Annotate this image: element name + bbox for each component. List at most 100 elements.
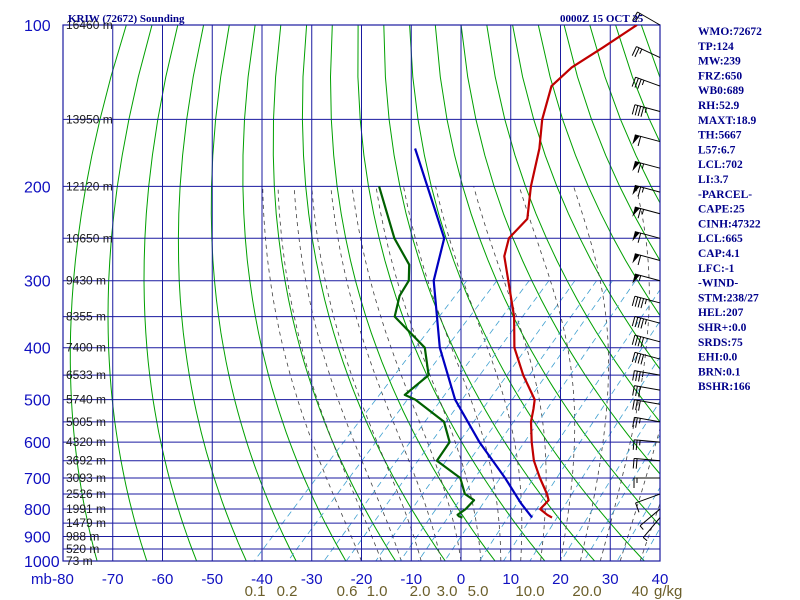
wind-barb: [632, 385, 661, 397]
height-label: 3093 m: [66, 471, 106, 485]
mixing-ratio-label: 10.0: [515, 583, 544, 600]
moist-adiabat-line: [619, 427, 660, 561]
mixing-ratio-line: [641, 527, 660, 561]
wind-barb: [639, 508, 661, 530]
dry-adiabat-line: [563, 25, 660, 262]
wind-barb-feather: [635, 386, 638, 397]
wind-barb-half-feather: [641, 80, 645, 86]
height-label: 2526 m: [66, 487, 106, 501]
wind-barb-half-feather: [641, 163, 645, 169]
mixing-ratio-line: [616, 486, 660, 561]
wind-barb: [632, 457, 661, 469]
temperature-tick-label: 0: [457, 571, 465, 588]
wind-barb-feather: [637, 232, 642, 243]
mixing-ratio-label: 1.0: [367, 583, 388, 600]
pressure-tick-label: 600: [24, 435, 51, 452]
wind-barb-feather: [638, 386, 641, 397]
sounding-index: EHI:0.0: [698, 352, 738, 364]
temperature-tick-label: 10: [502, 571, 519, 588]
sounding-index: SRDS:75: [698, 337, 743, 349]
wind-barb-pennant: [632, 161, 640, 172]
wind-barb-feather: [635, 440, 638, 451]
wind-barb-feather: [637, 186, 642, 197]
wind-barb-feather: [637, 336, 642, 347]
mixing-ratio-line: [479, 289, 660, 561]
temperature-tick-label: -40: [251, 571, 273, 588]
height-label: 4320 m: [66, 435, 106, 449]
moist-adiabat-line: [518, 186, 576, 561]
wind-barb-staff: [637, 11, 661, 26]
pressure-tick-label: 700: [24, 471, 51, 488]
height-label: 10650 m: [66, 231, 113, 245]
mixing-ratio-line: [417, 280, 613, 561]
wind-barb-feather: [637, 106, 642, 117]
sounding-index: HEL:207: [698, 307, 744, 319]
wind-barb-half-feather: [638, 275, 642, 281]
sounding-index: TH:5667: [698, 130, 742, 142]
pressure-tick-label: 900: [24, 529, 51, 546]
dry-adiabat-line: [357, 25, 546, 561]
wind-barb-staff: [636, 46, 661, 58]
dry-adiabat-line: [210, 25, 297, 561]
wind-barb-feather: [635, 417, 638, 428]
mixing-ratio-line: [444, 280, 636, 561]
wind-barb-pennant: [632, 231, 640, 242]
temperature-tick-label: -60: [152, 571, 174, 588]
pressure-tick-label: 100: [24, 18, 51, 35]
wind-barb: [632, 439, 661, 451]
wind-barb-feather: [634, 296, 639, 307]
dry-adiabat-line: [537, 25, 660, 317]
wind-barb: [632, 184, 661, 197]
dry-adiabat-line: [383, 25, 595, 561]
wind-barb: [632, 206, 661, 219]
wind-barb-staff: [634, 385, 661, 391]
moist-adiabat-line: [293, 186, 402, 561]
wind-barb-feather: [637, 162, 642, 173]
dewpoint-line: [378, 186, 476, 519]
wind-barb-staff: [634, 315, 661, 324]
wind-barb-feather: [640, 106, 645, 117]
sounding-index: WB0:689: [698, 85, 744, 97]
sounding-index: -WIND-: [698, 278, 738, 290]
wind-barb-feather: [634, 105, 639, 116]
temperature-tick-label: -20: [351, 571, 373, 588]
mixing-ratio-label: 2.0: [410, 583, 431, 600]
mixing-ratio-label: 3.0: [437, 583, 458, 600]
temperature-tick-label: -50: [201, 571, 223, 588]
wind-barb-feather: [637, 208, 642, 219]
wind-barb-feather: [638, 371, 641, 382]
wind-barb-feather: [631, 296, 636, 306]
wind-barb-feather: [637, 255, 642, 266]
sounding-index: STM:238/27: [698, 292, 759, 304]
pressure-tick-label: 800: [24, 502, 51, 519]
sounding-index: BSHR:166: [698, 381, 751, 393]
sounding-index: FRZ:650: [698, 70, 742, 82]
temperature-tick-label: 20: [552, 571, 569, 588]
wind-barb: [642, 517, 661, 542]
wind-barb: [632, 273, 661, 284]
wind-barb: [632, 399, 661, 411]
mixing-ratio-line: [529, 356, 660, 561]
wind-barb: [631, 334, 661, 348]
sounding-index: L57:6.7: [698, 144, 736, 156]
parcel-line: [414, 148, 533, 519]
wind-barb-half-feather: [638, 418, 641, 424]
dry-adiabat-line: [329, 25, 496, 561]
wind-barb-feather: [637, 297, 642, 308]
wind-barb-feather: [635, 458, 638, 469]
wind-barb-staff: [634, 351, 661, 360]
sounding-index: CAP:4.1: [698, 248, 740, 260]
sounding-index: SHR+:0.0: [698, 322, 747, 334]
sounding-index: MW:239: [698, 56, 741, 68]
wind-barb-half-feather: [639, 48, 643, 54]
temperature-tick-label: -10: [400, 571, 422, 588]
sounding-index: BRN:0.1: [698, 366, 741, 378]
height-label: 3692 m: [66, 454, 106, 468]
wind-barb: [631, 315, 661, 329]
pressure-tick-label: 500: [24, 393, 51, 410]
height-label: 5005 m: [66, 415, 106, 429]
wind-barb-half-feather: [641, 372, 644, 378]
wind-barb: [632, 11, 661, 26]
height-label: 1479 m: [66, 516, 106, 530]
